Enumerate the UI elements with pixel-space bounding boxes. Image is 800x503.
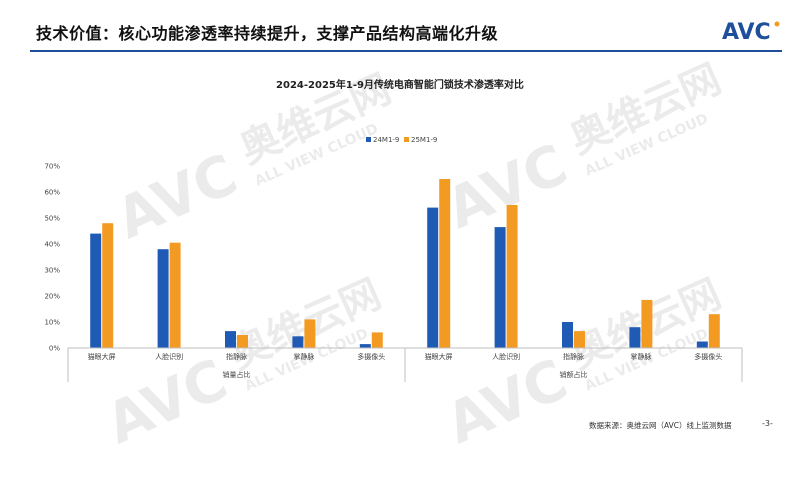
x-tick-label: 多摄像头 <box>694 352 722 361</box>
chart-legend: 24M1-9 25M1-9 <box>366 136 437 144</box>
bar <box>225 331 236 348</box>
y-tick-label: 30% <box>44 267 60 275</box>
x-tick-label: 掌静脉 <box>293 352 314 361</box>
bar <box>292 336 304 348</box>
x-tick-label: 猫眼大屏 <box>425 352 453 361</box>
bars <box>90 179 720 348</box>
bar <box>90 233 102 348</box>
page-header: 技术价值：核心功能渗透率持续提升，支撑产品结构高端化升级 AVC <box>0 0 800 52</box>
x-tick-label: 多摄像头 <box>357 352 385 361</box>
group-label: 销额占比 <box>560 370 588 379</box>
y-tick-label: 50% <box>44 215 60 223</box>
page-title: 技术价值：核心功能渗透率持续提升，支撑产品结构高端化升级 <box>36 24 499 43</box>
bar <box>574 331 585 348</box>
bar <box>102 223 114 348</box>
y-tick-label: 10% <box>44 319 60 327</box>
bar <box>629 327 641 348</box>
x-tick-label: 指静脉 <box>226 352 247 361</box>
x-tick-label: 猫眼大屏 <box>88 352 116 361</box>
bar <box>439 179 451 348</box>
chart-title: 2024-2025年1-9月传统电商智能门锁技术渗透率对比 <box>276 78 524 91</box>
legend-label: 25M1-9 <box>411 136 437 144</box>
bar <box>427 207 439 348</box>
bar <box>237 335 248 348</box>
bar <box>506 205 518 348</box>
legend-swatch <box>404 137 409 142</box>
x-tick-label: 掌静脉 <box>630 352 651 361</box>
legend-label: 24M1-9 <box>373 136 399 144</box>
bar <box>371 332 383 348</box>
bar <box>169 242 181 348</box>
logo-dot-icon <box>774 21 780 27</box>
bar <box>304 319 316 348</box>
page-number: -3- <box>762 419 773 428</box>
bar <box>562 322 573 348</box>
x-tick-label: 指静脉 <box>563 352 584 361</box>
bar <box>641 299 653 348</box>
group-label: 销量占比 <box>223 370 251 379</box>
y-tick-label: 60% <box>44 189 60 197</box>
bar <box>696 341 708 348</box>
bar <box>494 227 506 348</box>
x-tick-label: 人脸识别 <box>492 352 520 361</box>
bar <box>359 344 371 348</box>
y-tick-label: 70% <box>44 163 60 171</box>
data-source-note: 数据来源：奥维云网（AVC）线上监测数据 <box>589 421 732 430</box>
bar <box>157 249 169 348</box>
bar-chart: 2024-2025年1-9月传统电商智能门锁技术渗透率对比 24M1-9 25M1… <box>44 78 743 382</box>
y-tick-label: 20% <box>44 293 60 301</box>
title-divider <box>30 50 782 52</box>
y-tick-label: 40% <box>44 241 60 249</box>
y-tick-label: 0% <box>49 345 60 353</box>
avc-logo: AVC <box>722 20 780 44</box>
y-axis: 0% 10% 20% 30% 40% 50% 60% 70% <box>44 163 60 353</box>
bar <box>708 314 720 348</box>
avc-logo-text: AVC <box>722 20 771 44</box>
x-tick-label: 人脸识别 <box>155 352 183 361</box>
watermark: AVC 奥维云网 ALL VIEW CLOUD <box>97 271 388 457</box>
legend-swatch <box>366 137 371 142</box>
